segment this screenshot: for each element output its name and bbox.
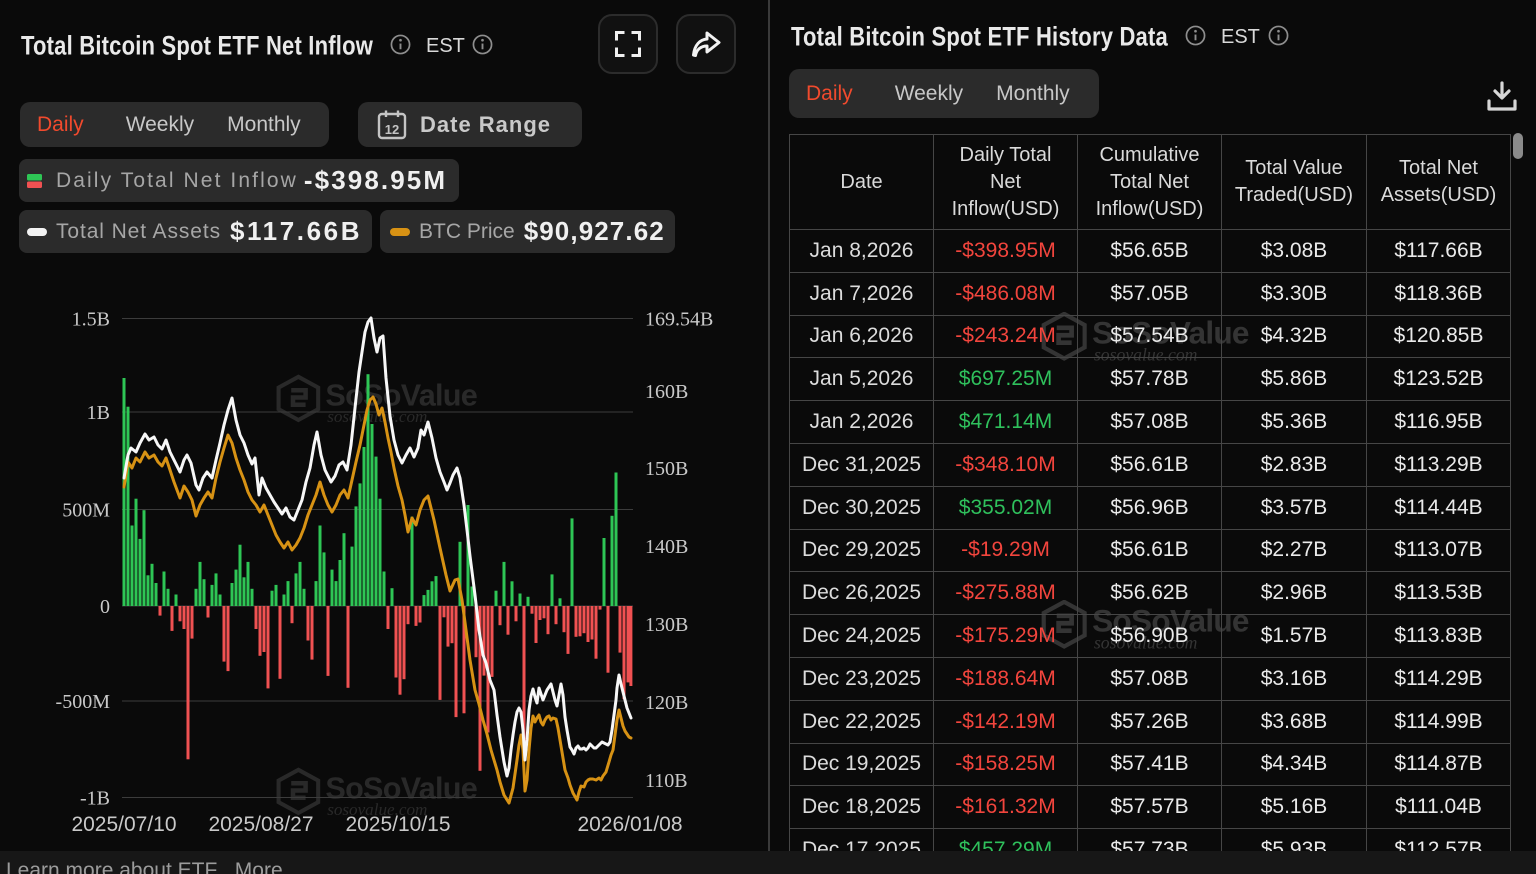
svg-text:160B: 160B [645, 381, 688, 403]
svg-text:0: 0 [100, 596, 110, 618]
svg-text:110B: 110B [645, 770, 688, 792]
svg-text:140B: 140B [645, 536, 688, 558]
svg-text:1.5B: 1.5B [72, 309, 110, 331]
svg-text:150B: 150B [645, 458, 688, 480]
svg-text:SoSoValue: SoSoValue [325, 772, 477, 806]
svg-text:120B: 120B [645, 692, 688, 714]
svg-text:1B: 1B [87, 402, 110, 424]
svg-text:-1B: -1B [80, 788, 110, 810]
svg-text:500M: 500M [62, 500, 110, 522]
svg-text:130B: 130B [645, 614, 688, 636]
svg-text:-500M: -500M [56, 691, 111, 713]
svg-text:2025/08/27: 2025/08/27 [208, 813, 313, 836]
svg-text:2025/07/10: 2025/07/10 [71, 813, 176, 836]
svg-text:SoSoValue: SoSoValue [325, 379, 477, 413]
svg-text:12: 12 [385, 122, 399, 137]
svg-text:2025/10/15: 2025/10/15 [345, 813, 450, 836]
svg-text:2026/01/08: 2026/01/08 [577, 813, 682, 836]
svg-text:169.54B: 169.54B [645, 309, 713, 331]
svg-text:sosovalue.com: sosovalue.com [327, 800, 427, 819]
